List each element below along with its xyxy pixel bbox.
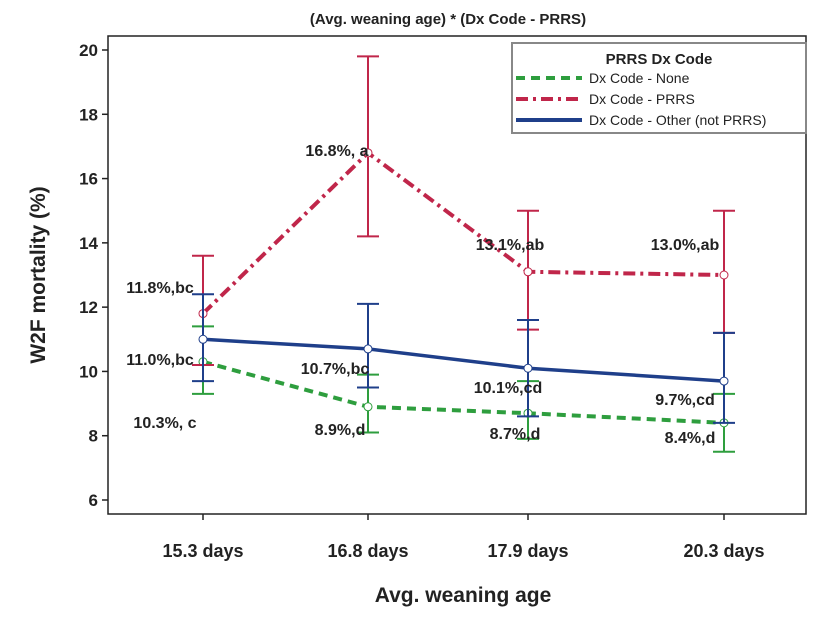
legend-entry: Dx Code - None <box>589 70 690 86</box>
data-point-dx-code-prrs <box>363 148 373 158</box>
y-tick-label: 8 <box>89 427 98 446</box>
data-label: 16.8%, a <box>305 143 368 160</box>
series-line-dx-code-none <box>202 359 725 425</box>
data-label: 8.7%,d <box>490 426 541 443</box>
data-label: 10.7%,bc <box>301 361 370 378</box>
x-tick-label: 15.3 days <box>162 541 243 561</box>
data-label: 10.1%,cd <box>474 380 542 397</box>
data-label: 8.9%,d <box>315 422 366 439</box>
data-point-dx-code-other-not-prrs- <box>719 376 729 386</box>
x-axis-label: Avg. weaning age <box>375 584 552 607</box>
data-point-dx-code-other-not-prrs- <box>198 334 208 344</box>
data-point-dx-code-other-not-prrs- <box>523 363 533 373</box>
x-tick-label: 16.8 days <box>327 541 408 561</box>
data-label: 8.4%,d <box>665 430 716 447</box>
y-tick-label: 6 <box>89 491 98 510</box>
y-tick-label: 18 <box>79 105 98 124</box>
series-line-dx-code-prrs <box>201 150 725 316</box>
y-tick-label: 14 <box>79 234 98 253</box>
x-tick-label: 20.3 days <box>683 541 764 561</box>
data-label: 13.1%,ab <box>476 237 545 254</box>
data-label: 9.7%,cd <box>655 392 715 409</box>
data-point-dx-code-prrs <box>523 267 533 277</box>
plot-frame <box>107 35 807 515</box>
data-point-dx-code-prrs <box>719 270 729 280</box>
y-tick-label: 16 <box>79 170 98 189</box>
y-axis-label: W2F mortality (%) <box>27 186 50 363</box>
data-label: 11.8%,bc <box>126 280 194 297</box>
x-tick-label: 17.9 days <box>487 541 568 561</box>
y-tick-label: 12 <box>79 298 98 317</box>
legend-title: PRRS Dx Code <box>606 51 713 68</box>
legend-entry: Dx Code - Other (not PRRS) <box>589 112 766 128</box>
data-label: 11.0%,bc <box>126 352 194 369</box>
data-point-dx-code-other-not-prrs- <box>363 344 373 354</box>
data-label: 10.3%, c <box>133 415 196 432</box>
series-line-dx-code-other-not-prrs- <box>202 337 725 383</box>
legend-entry: Dx Code - PRRS <box>589 91 695 107</box>
y-tick-label: 10 <box>79 362 98 381</box>
data-point-dx-code-none <box>363 402 373 412</box>
data-label: 13.0%,ab <box>651 237 720 254</box>
y-tick-label: 20 <box>79 41 98 60</box>
chart-title: (Avg. weaning age) * (Dx Code - PRRS) <box>310 11 586 28</box>
